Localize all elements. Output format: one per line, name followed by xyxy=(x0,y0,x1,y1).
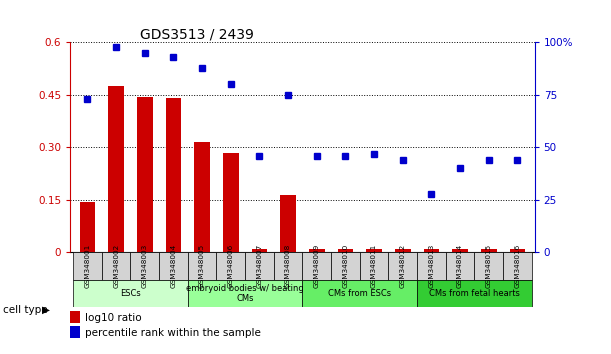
Bar xyxy=(510,249,525,252)
Text: GSM348015: GSM348015 xyxy=(486,244,492,288)
Bar xyxy=(70,326,81,338)
Bar xyxy=(481,249,497,252)
Bar xyxy=(223,153,239,252)
Text: log10 ratio: log10 ratio xyxy=(85,313,142,323)
Bar xyxy=(216,252,245,280)
Text: GSM348012: GSM348012 xyxy=(400,244,406,288)
Bar xyxy=(395,249,411,252)
Text: GSM348011: GSM348011 xyxy=(371,244,377,288)
Bar xyxy=(389,252,417,280)
Text: GSM348014: GSM348014 xyxy=(457,244,463,288)
Text: GSM348007: GSM348007 xyxy=(257,244,263,288)
Bar xyxy=(188,280,302,307)
Text: GSM348003: GSM348003 xyxy=(142,244,148,288)
Bar xyxy=(73,280,188,307)
Bar xyxy=(366,249,382,252)
Bar xyxy=(309,249,324,252)
Bar xyxy=(331,252,360,280)
Bar xyxy=(417,280,532,307)
Text: CMs from fetal hearts: CMs from fetal hearts xyxy=(429,289,520,298)
Bar xyxy=(131,252,159,280)
Bar xyxy=(446,252,474,280)
Bar xyxy=(252,249,268,252)
Text: CMs from ESCs: CMs from ESCs xyxy=(328,289,391,298)
Bar xyxy=(337,249,353,252)
Text: GSM348016: GSM348016 xyxy=(514,244,521,288)
Text: GSM348005: GSM348005 xyxy=(199,244,205,288)
Bar xyxy=(452,249,468,252)
Text: embryoid bodies w/ beating
CMs: embryoid bodies w/ beating CMs xyxy=(186,284,304,303)
Bar xyxy=(302,252,331,280)
Bar xyxy=(503,252,532,280)
Bar xyxy=(423,249,439,252)
Bar xyxy=(302,280,417,307)
Bar xyxy=(137,97,153,252)
Bar xyxy=(102,252,131,280)
Text: GSM348004: GSM348004 xyxy=(170,244,177,288)
Bar xyxy=(417,252,446,280)
Text: GSM348002: GSM348002 xyxy=(113,244,119,288)
Bar xyxy=(474,252,503,280)
Bar xyxy=(274,252,302,280)
Text: GSM348001: GSM348001 xyxy=(84,244,90,288)
Bar xyxy=(70,310,81,323)
Text: GSM348006: GSM348006 xyxy=(228,244,234,288)
Text: ▶: ▶ xyxy=(42,305,49,315)
Bar xyxy=(280,195,296,252)
Bar xyxy=(194,142,210,252)
Text: GSM348009: GSM348009 xyxy=(314,244,320,288)
Bar xyxy=(188,252,216,280)
Text: ESCs: ESCs xyxy=(120,289,141,298)
Bar xyxy=(79,202,95,252)
Text: GSM348013: GSM348013 xyxy=(428,244,434,288)
Text: percentile rank within the sample: percentile rank within the sample xyxy=(85,328,261,338)
Bar xyxy=(360,252,389,280)
Bar xyxy=(166,98,181,252)
Text: GSM348010: GSM348010 xyxy=(342,244,348,288)
Text: GSM348008: GSM348008 xyxy=(285,244,291,288)
Bar xyxy=(108,86,124,252)
Text: GDS3513 / 2439: GDS3513 / 2439 xyxy=(140,27,254,41)
Bar xyxy=(73,252,102,280)
Text: cell type: cell type xyxy=(3,305,48,315)
Bar xyxy=(245,252,274,280)
Bar xyxy=(159,252,188,280)
